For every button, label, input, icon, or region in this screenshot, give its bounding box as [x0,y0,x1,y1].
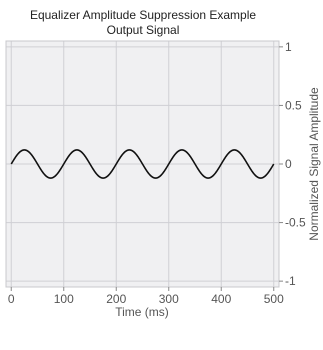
series-line-output-signal [10,149,275,179]
x-axis-label: Time (ms) [115,305,169,319]
y-tick-label: -0.5 [285,216,306,230]
x-tick-label: 300 [159,292,179,306]
x-tick-label: 400 [211,292,231,306]
chart-subtitle: Output Signal [107,23,180,37]
y-axis-label: Normalized Signal Amplitude [307,87,321,241]
x-tick-label: 100 [54,292,74,306]
y-tick-label: 0.5 [285,98,302,112]
y-axis-ticks: 1 0.5 0 -0.5 -1 [279,40,306,288]
y-tick-label: -1 [285,274,296,288]
x-tick-label: 200 [106,292,126,306]
y-tick-label: 1 [285,40,292,54]
y-tick-label: 0 [285,157,292,171]
x-axis-ticks: 0 100 200 300 400 500 [8,287,284,306]
chart-title: Equalizer Amplitude Suppression Example [30,8,256,22]
x-tick-label: 0 [8,292,15,306]
x-tick-label: 500 [264,292,284,306]
